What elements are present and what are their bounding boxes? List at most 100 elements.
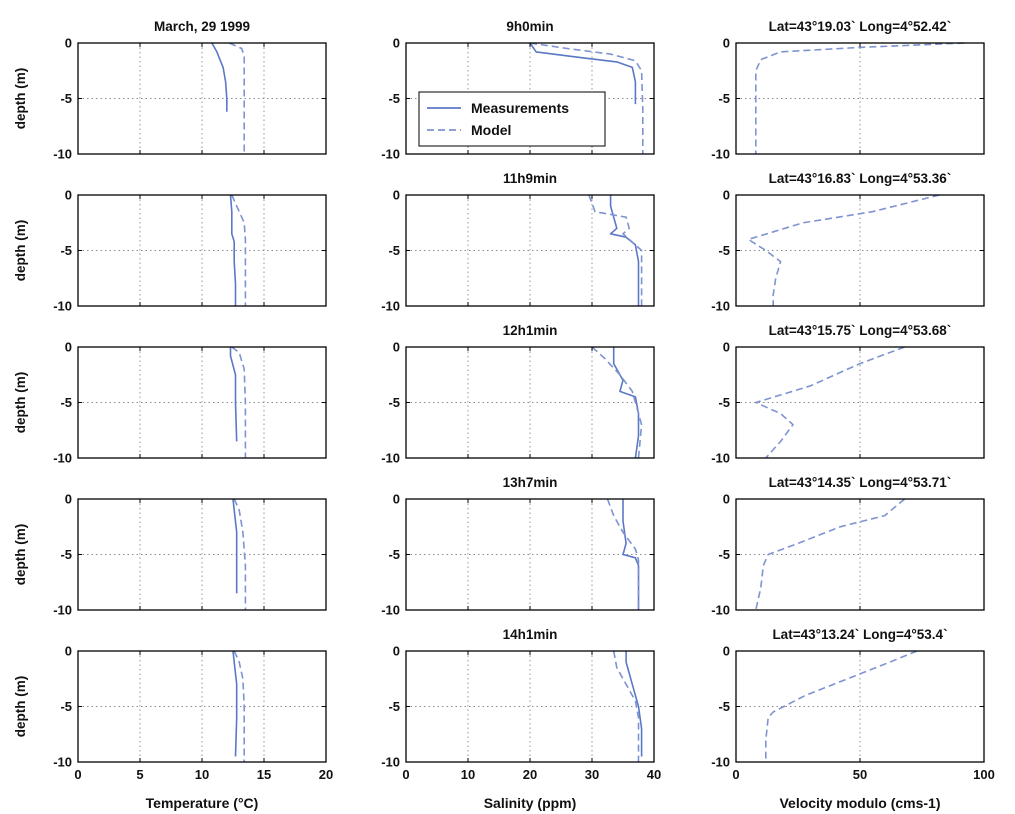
y-tick-label: -5	[718, 91, 730, 106]
x-tick-label: 15	[257, 767, 271, 782]
y-tick-label: -5	[60, 243, 72, 258]
y-tick-label: 0	[65, 644, 72, 659]
x-tick-label: 40	[647, 767, 661, 782]
panel-title: 12h1min	[503, 323, 558, 338]
x-tick-label: 0	[74, 767, 81, 782]
y-tick-label: -10	[711, 299, 730, 314]
x-axis-label: Velocity modulo (cms-1)	[779, 795, 940, 811]
series-measurements-line	[229, 194, 237, 306]
series-model-line	[529, 42, 644, 154]
series-model-line	[588, 194, 643, 306]
series-measurements-line	[232, 650, 238, 757]
y-tick-label: -10	[53, 451, 72, 466]
series-model-line	[231, 346, 247, 458]
y-tick-label: 0	[723, 340, 730, 355]
y-tick-label: -5	[60, 91, 72, 106]
y-axis-label: depth (m)	[13, 68, 28, 130]
y-tick-label: -5	[388, 395, 400, 410]
series-model-line	[612, 650, 640, 762]
panel-title: 11h9min	[503, 171, 557, 186]
series-model-line	[747, 194, 940, 306]
series-measurements-line	[609, 195, 640, 306]
y-tick-label: -10	[381, 299, 400, 314]
legend-label-model: Model	[471, 122, 511, 138]
series-measurements-line	[612, 347, 640, 459]
panel-title: Lat=43°15.75` Long=4°53.68`	[769, 323, 952, 338]
y-tick-label: -10	[381, 755, 400, 770]
y-tick-label: -5	[718, 395, 730, 410]
y-tick-label: 0	[393, 340, 400, 355]
series-measurements-line	[625, 651, 643, 757]
panel-temperature-row4: 0 -5 -10 depth (m)	[13, 492, 327, 618]
x-tick-label: 10	[461, 767, 475, 782]
x-axis-label: Salinity (ppm)	[484, 795, 577, 811]
y-tick-label: -10	[53, 147, 72, 162]
y-axis-label: depth (m)	[13, 524, 28, 586]
x-tick-label: 100	[973, 767, 995, 782]
panel-salinity-row3: 0 -5 -10 12h1min	[381, 323, 655, 466]
series-measurements-line	[211, 42, 228, 112]
panel-salinity-row4: 0 -5 -10 13h7min	[381, 475, 655, 618]
panel-velocity-row1: 0 -5 -10 Lat=43°19.03` Long=4°52.42`	[711, 19, 985, 162]
y-tick-label: 0	[393, 36, 400, 51]
panel-salinity-row2: 0 -5 -10 11h9min	[381, 171, 655, 314]
chart-panels: 0 -5 -10 March, 29 1999 depth (m) 0 -5 -10 9h0mi…	[13, 19, 995, 782]
y-tick-label: -5	[388, 547, 400, 562]
x-tick-label: 10	[195, 767, 209, 782]
legend: Measurements Model	[418, 91, 606, 147]
panel-title: 14h1min	[503, 627, 558, 642]
y-tick-label: 0	[393, 188, 400, 203]
panel-temperature-row2: 0 -5 -10 depth (m)	[13, 188, 327, 314]
y-tick-label: -5	[60, 395, 72, 410]
y-axis-label: depth (m)	[13, 676, 28, 738]
x-tick-label: 50	[853, 767, 867, 782]
y-axis-label: depth (m)	[13, 220, 28, 282]
panel-velocity-row4: 0 -5 -10 Lat=43°14.35` Long=4°53.71`	[711, 475, 985, 618]
y-tick-label: -10	[381, 147, 400, 162]
y-tick-label: 0	[723, 36, 730, 51]
y-tick-label: -10	[711, 147, 730, 162]
x-tick-label: 0	[402, 767, 409, 782]
y-tick-label: 0	[723, 492, 730, 507]
panel-velocity-row2: 0 -5 -10 Lat=43°16.83` Long=4°53.36`	[711, 171, 985, 314]
y-tick-label: 0	[723, 644, 730, 659]
y-tick-label: -10	[711, 451, 730, 466]
series-model-line	[233, 498, 247, 610]
y-tick-label: -5	[718, 547, 730, 562]
y-tick-label: 0	[65, 492, 72, 507]
series-model-line	[755, 498, 906, 611]
y-tick-label: -5	[388, 243, 400, 258]
series-model-line	[591, 346, 643, 459]
x-tick-label: 20	[319, 767, 333, 782]
y-tick-label: 0	[393, 644, 400, 659]
panel-title: March, 29 1999	[154, 19, 250, 34]
series-model-line	[231, 194, 247, 306]
x-tick-label: 20	[523, 767, 537, 782]
panel-title: 13h7min	[503, 475, 558, 490]
y-tick-label: -10	[381, 451, 400, 466]
series-measurements-line	[529, 42, 637, 105]
y-axis-label: depth (m)	[13, 372, 28, 434]
x-tick-label: 0	[732, 767, 739, 782]
y-tick-label: -5	[388, 91, 400, 106]
series-model-line	[606, 498, 640, 610]
y-tick-label: 0	[723, 188, 730, 203]
panel-title: 9h0min	[506, 19, 553, 34]
y-tick-label: 0	[65, 36, 72, 51]
x-tick-label: 5	[136, 767, 143, 782]
y-tick-label: -5	[718, 243, 730, 258]
y-tick-label: -5	[388, 699, 400, 714]
series-model-line	[754, 346, 905, 459]
y-tick-label: -5	[718, 699, 730, 714]
figure-labels: Temperature (°C) Salinity (ppm) Velocity m…	[146, 795, 941, 811]
series-measurements-line	[232, 498, 238, 594]
panel-title: Lat=43°16.83` Long=4°53.36`	[769, 171, 952, 186]
x-axis-label: Temperature (°C)	[146, 795, 259, 811]
series-model-line	[764, 650, 918, 762]
panel-temperature-row3: 0 -5 -10 depth (m)	[13, 340, 327, 466]
y-tick-label: 0	[65, 340, 72, 355]
legend-box	[418, 91, 606, 147]
